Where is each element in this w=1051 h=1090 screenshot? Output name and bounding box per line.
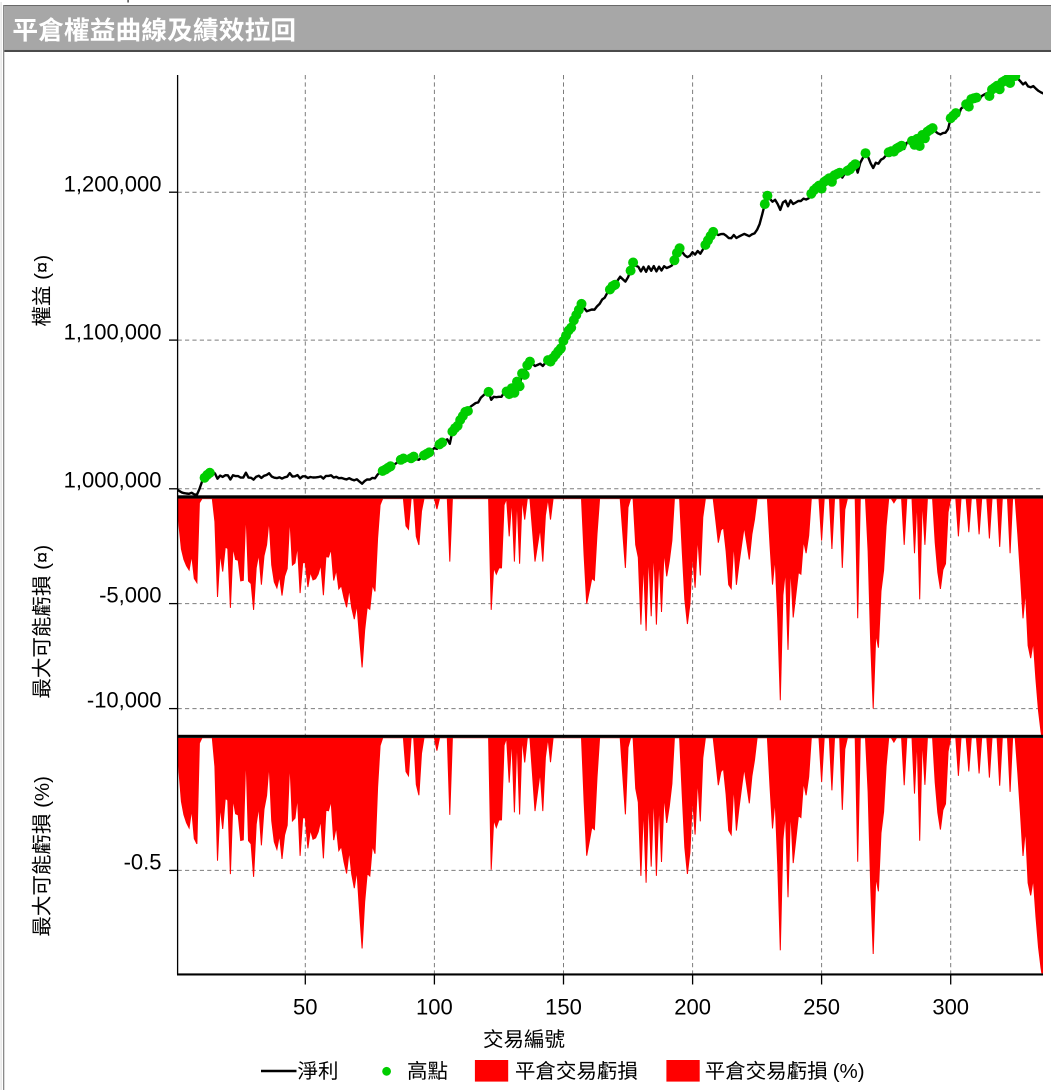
- svg-text:(%): (%): [833, 1060, 865, 1083]
- svg-text:1,100,000: 1,100,000: [64, 320, 162, 345]
- svg-text:-0.5: -0.5: [124, 850, 162, 875]
- svg-text:-5,000: -5,000: [99, 583, 161, 608]
- svg-text:1,200,000: 1,200,000: [64, 172, 162, 197]
- svg-text:150: 150: [545, 994, 582, 1019]
- svg-text:50: 50: [293, 994, 317, 1019]
- svg-text:(¤): (¤): [31, 545, 54, 570]
- svg-text:100: 100: [416, 994, 453, 1019]
- svg-text:1,000,000: 1,000,000: [64, 468, 162, 493]
- svg-text:250: 250: [803, 994, 840, 1019]
- svg-text:300: 300: [932, 994, 969, 1019]
- svg-text:200: 200: [674, 994, 711, 1019]
- svg-text:(¤): (¤): [31, 255, 54, 280]
- svg-text:(%): (%): [31, 776, 54, 808]
- svg-text:-10,000: -10,000: [87, 688, 162, 713]
